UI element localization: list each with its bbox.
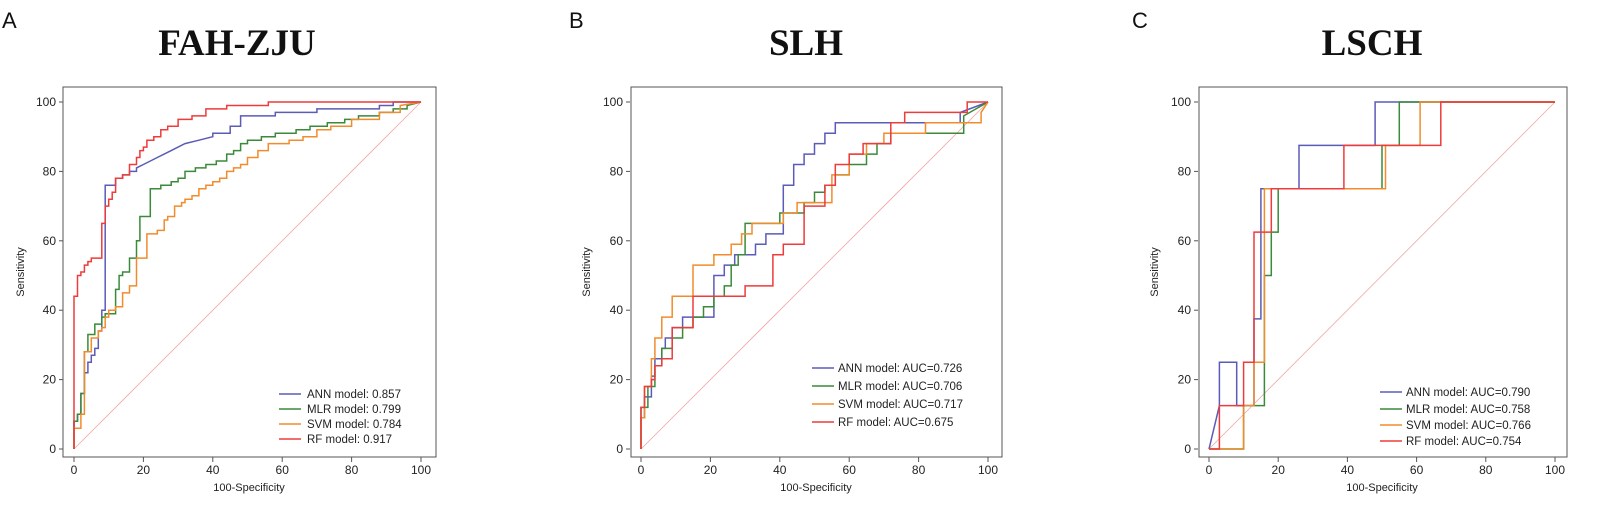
x-tick-label-b-3: 60	[843, 463, 857, 477]
y-tick-label-c-1: 20	[1178, 373, 1192, 387]
roc-curve-mlr-a	[73, 101, 422, 449]
legend-label-rf-c: RF model: AUC=0.754	[1406, 436, 1522, 448]
legend-label-svm-a: SVM model: 0.784	[307, 419, 402, 431]
plot-frame-b	[630, 86, 1003, 458]
x-tick-label-c-3: 60	[1410, 463, 1424, 477]
x-tick-label-b-4: 80	[912, 463, 926, 477]
chart-title-b: SLH	[769, 23, 843, 64]
legend-label-rf-a: RF model: 0.917	[307, 434, 392, 446]
y-tick-label-c-5: 100	[1171, 95, 1191, 109]
x-tick-label-a-4: 80	[345, 463, 359, 477]
x-tick-label-c-0: 0	[1206, 463, 1213, 477]
panel-b: B SLH 0 20 40 60 80 100 0 20 40 60 80 100 100-Speci…	[569, 8, 1003, 494]
x-tick-label-a-5: 100	[411, 463, 431, 477]
legend-c: ANN model: AUC=0.790 MLR model: AUC=0.75…	[1380, 387, 1531, 448]
x-tick-label-b-0: 0	[638, 463, 645, 477]
legend-label-svm-b: SVM model: AUC=0.717	[838, 399, 963, 411]
y-tick-label-a-2: 40	[43, 303, 57, 317]
roc-curve-svm-a	[73, 101, 422, 449]
x-tick-label-a-1: 20	[137, 463, 151, 477]
y-tick-label-b-4: 80	[610, 164, 624, 178]
legend-a: ANN model: 0.857 MLR model: 0.799 SVM mo…	[279, 389, 402, 446]
panel-label-a: A	[2, 8, 17, 33]
x-tick-label-c-1: 20	[1272, 463, 1286, 477]
legend-label-mlr-a: MLR model: 0.799	[307, 404, 401, 416]
x-axis-label-a: 100-Specificity	[213, 482, 285, 494]
y-tick-label-a-5: 100	[36, 95, 56, 109]
y-axis-label-c: Sensitivity	[1149, 247, 1161, 297]
plot-area-b: 0 20 40 60 80 100 0 20 40 60 80 100	[603, 95, 998, 477]
plot-frame-a	[62, 86, 437, 458]
y-tick-label-a-0: 0	[49, 442, 56, 456]
chart-title-a: FAH-ZJU	[158, 23, 316, 64]
legend-label-ann-b: ANN model: AUC=0.726	[838, 363, 962, 375]
reference-diagonal-a	[73, 101, 422, 450]
y-tick-label-c-4: 80	[1178, 164, 1192, 178]
x-tick-label-b-2: 40	[773, 463, 787, 477]
panel-label-c: C	[1132, 8, 1148, 33]
y-tick-label-b-5: 100	[603, 95, 623, 109]
panel-a: A FAH-ZJU 0 20 40 60 80 100 0 20 40 60 80 100 100-S…	[2, 8, 437, 494]
plot-area-a: 0 20 40 60 80 100 0 20 40 60 80 100	[36, 95, 431, 477]
x-tick-label-a-0: 0	[71, 463, 78, 477]
legend-label-rf-b: RF model: AUC=0.675	[838, 417, 953, 429]
legend-label-mlr-c: MLR model: AUC=0.758	[1406, 404, 1530, 416]
roc-curve-mlr-b	[640, 101, 989, 449]
x-axis-label-c: 100-Specificity	[1346, 482, 1418, 494]
legend-label-mlr-b: MLR model: AUC=0.706	[838, 381, 962, 393]
y-tick-label-b-3: 60	[610, 234, 624, 248]
legend-b: ANN model: AUC=0.726 MLR model: AUC=0.70…	[812, 363, 963, 429]
roc-curve-rf-b	[640, 101, 988, 449]
panel-c: C LSCH 0 20 40 60 80 100 0 20 40 60 80 100 100-Spec…	[1132, 8, 1568, 494]
plot-area-c: 0 20 40 60 80 100 0 20 40 60 80 100	[1171, 95, 1565, 477]
y-tick-label-b-2: 40	[610, 303, 624, 317]
panel-label-b: B	[569, 8, 584, 33]
y-tick-label-b-0: 0	[616, 442, 623, 456]
roc-curve-rf-a	[73, 101, 421, 449]
reference-diagonal-b	[640, 101, 989, 450]
chart-title-c: LSCH	[1322, 23, 1423, 64]
reference-diagonal-c	[1208, 101, 1556, 450]
y-axis-label-a: Sensitivity	[15, 247, 27, 297]
plot-frame-c	[1198, 86, 1568, 458]
roc-curve-ann-b	[640, 101, 989, 449]
legend-label-ann-a: ANN model: 0.857	[307, 389, 401, 401]
y-tick-label-a-3: 60	[43, 234, 57, 248]
x-tick-label-c-2: 40	[1341, 463, 1355, 477]
y-tick-label-a-1: 20	[43, 373, 57, 387]
legend-label-svm-c: SVM model: AUC=0.766	[1406, 420, 1531, 432]
legend-label-ann-c: ANN model: AUC=0.790	[1406, 387, 1530, 399]
x-tick-label-a-2: 40	[206, 463, 220, 477]
x-tick-label-a-3: 60	[276, 463, 290, 477]
x-tick-label-b-1: 20	[704, 463, 718, 477]
x-tick-label-c-5: 100	[1545, 463, 1565, 477]
y-tick-label-c-3: 60	[1178, 234, 1192, 248]
x-tick-label-b-5: 100	[978, 463, 998, 477]
y-tick-label-a-4: 80	[43, 164, 57, 178]
roc-curve-rf-c	[1209, 101, 1555, 450]
x-tick-label-c-4: 80	[1479, 463, 1493, 477]
y-tick-label-b-1: 20	[610, 373, 624, 387]
y-tick-label-c-0: 0	[1184, 442, 1191, 456]
x-axis-label-b: 100-Specificity	[780, 482, 852, 494]
y-axis-label-b: Sensitivity	[581, 247, 593, 297]
y-tick-label-c-2: 40	[1178, 303, 1192, 317]
